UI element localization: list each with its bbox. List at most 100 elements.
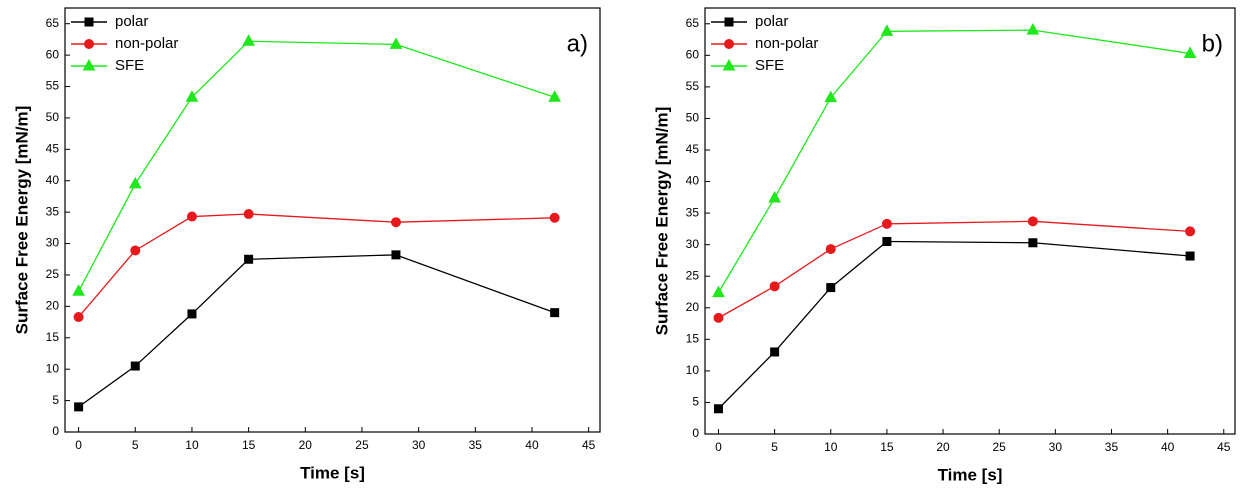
x-tick-label: 45: [1217, 440, 1231, 454]
marker: [826, 283, 836, 293]
marker: [389, 37, 403, 49]
y-tick-label: 20: [46, 299, 60, 313]
marker: [1027, 216, 1038, 227]
legend-label: SFE: [115, 57, 144, 74]
x-tick-label: 15: [242, 438, 256, 452]
y-tick-label: 60: [46, 47, 60, 61]
x-tick-label: 10: [824, 440, 838, 454]
annotation: a): [567, 30, 588, 57]
y-tick-label: 25: [686, 268, 700, 282]
x-axis-label: Time [s]: [300, 463, 365, 482]
x-tick-label: 35: [469, 438, 483, 452]
y-tick-label: 40: [686, 174, 700, 188]
series-line: [718, 240, 1191, 410]
marker: [130, 361, 140, 371]
marker: [130, 245, 141, 256]
y-tick-label: 30: [46, 236, 60, 250]
y-tick-label: 50: [46, 110, 60, 124]
y-tick-label: 55: [46, 79, 60, 93]
x-tick-label: 30: [412, 438, 426, 452]
x-tick-label: 5: [771, 440, 778, 454]
y-tick-label: 60: [686, 48, 700, 62]
y-tick-label: 5: [692, 395, 699, 409]
marker: [72, 284, 85, 296]
y-tick-label: 45: [46, 142, 60, 156]
y-tick-label: 30: [686, 237, 700, 251]
marker: [74, 402, 84, 412]
marker: [391, 250, 401, 260]
marker: [390, 217, 401, 228]
y-tick-label: 5: [52, 393, 59, 407]
y-tick-label: 50: [686, 111, 700, 125]
series-line: [717, 29, 1191, 293]
legend-label: non-polar: [115, 35, 178, 52]
y-tick-label: 20: [686, 300, 700, 314]
legend-marker: [724, 39, 734, 49]
y-tick-label: 40: [46, 173, 60, 187]
legend-marker: [722, 58, 736, 71]
marker: [73, 312, 84, 323]
y-tick-label: 0: [692, 426, 699, 440]
marker: [712, 285, 725, 298]
marker: [548, 90, 562, 102]
marker: [128, 176, 142, 189]
x-tick-label: 0: [75, 438, 82, 452]
plot-frame: [704, 7, 1236, 435]
marker: [185, 90, 199, 102]
x-tick-label: 20: [936, 440, 950, 454]
marker: [1185, 251, 1195, 261]
marker: [713, 404, 723, 414]
y-tick-label: 15: [46, 330, 60, 344]
marker: [242, 34, 255, 46]
series-line: [78, 213, 555, 318]
marker: [881, 218, 892, 229]
y-tick-label: 15: [686, 332, 700, 346]
y-tick-label: 10: [46, 361, 60, 375]
marker: [824, 90, 838, 103]
marker: [243, 209, 254, 220]
series-line: [78, 40, 555, 292]
marker: [1183, 46, 1197, 58]
marker: [882, 237, 892, 247]
x-tick-label: 5: [132, 438, 139, 452]
y-tick-label: 35: [46, 204, 60, 218]
marker: [550, 308, 560, 318]
y-tick-label: 55: [686, 79, 700, 93]
annotation: b): [1202, 30, 1223, 57]
legend-label: polar: [755, 13, 788, 30]
marker: [1026, 23, 1040, 35]
legend-marker: [82, 58, 96, 71]
marker: [1028, 238, 1038, 248]
x-tick-label: 15: [880, 440, 894, 454]
x-tick-label: 40: [525, 438, 539, 452]
y-tick-label: 65: [686, 16, 700, 30]
marker: [825, 244, 836, 255]
y-tick-label: 65: [46, 16, 60, 30]
y-axis-label: Surface Free Energy [mN/m]: [652, 107, 671, 336]
x-tick-label: 35: [1105, 440, 1119, 454]
legend-label: polar: [115, 13, 148, 30]
legend-label: non-polar: [755, 35, 818, 52]
legend-marker: [724, 17, 734, 27]
series-line: [78, 254, 555, 408]
y-tick-label: 10: [686, 363, 700, 377]
x-tick-label: 0: [715, 440, 722, 454]
y-axis-label: Surface Free Energy [mN/m]: [12, 106, 31, 335]
marker: [186, 211, 197, 222]
x-tick-label: 20: [299, 438, 313, 452]
legend-marker: [84, 39, 94, 49]
marker: [880, 24, 894, 36]
y-tick-label: 0: [52, 424, 59, 438]
marker: [770, 347, 780, 357]
x-tick-label: 30: [1049, 440, 1063, 454]
marker: [769, 281, 780, 292]
marker: [1185, 226, 1196, 237]
x-tick-label: 40: [1161, 440, 1175, 454]
legend-marker: [84, 17, 94, 27]
marker: [768, 190, 781, 203]
plot-frame: [64, 7, 601, 433]
marker: [244, 254, 254, 264]
y-tick-label: 35: [686, 205, 700, 219]
x-tick-label: 10: [185, 438, 199, 452]
